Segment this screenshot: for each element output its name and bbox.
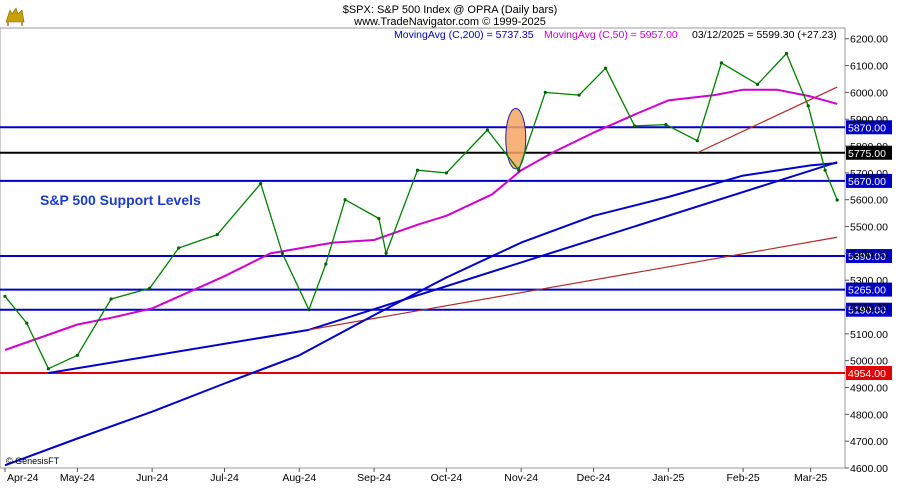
y-tick-label: 5600.00: [850, 195, 888, 207]
close-point: [835, 198, 839, 202]
y-tick-label: 4800.00: [850, 409, 888, 421]
close-point: [604, 66, 608, 70]
highlight-ellipse: [505, 107, 527, 170]
y-tick-label: 5200.00: [850, 302, 888, 314]
close-point: [719, 61, 723, 65]
x-tick-label: Mar-25: [794, 472, 827, 484]
close-point: [46, 367, 51, 371]
x-tick-label: May-24: [60, 472, 95, 484]
y-tick-label: 5100.00: [850, 329, 888, 341]
x-tick-label: Jun-24: [136, 472, 168, 484]
support-label-5775.00: 5775.00: [848, 148, 886, 160]
x-tick-label: Apr-24: [7, 472, 39, 484]
close-point: [109, 297, 113, 301]
chart-subtitle: www.TradeNavigator.com © 1999-2025: [353, 16, 546, 28]
x-tick-label: Oct-24: [431, 472, 463, 484]
x-tick-label: Dec-24: [577, 472, 611, 484]
x-tick-label: Nov-24: [504, 472, 538, 484]
y-tick-label: 5400.00: [850, 248, 888, 260]
close-point: [384, 251, 388, 255]
plot-area: [0, 27, 846, 469]
bull-logo-icon: [5, 7, 25, 26]
close-point: [280, 251, 284, 255]
support-label-5870.00: 5870.00: [848, 122, 886, 134]
support-box-5190.00: [846, 302, 892, 317]
support-label-5390.00: 5390.00: [848, 251, 886, 263]
close-point: [25, 321, 29, 325]
y-tick-label: 5700.00: [850, 168, 888, 180]
y-tick-label: 5900.00: [850, 114, 888, 126]
trend-line-0: [48, 328, 310, 375]
support-label-5190.00: 5190.00: [848, 305, 886, 317]
trend-line-2: [308, 236, 838, 331]
y-tick-label: 6200.00: [850, 34, 888, 46]
y-tick-label: 5800.00: [850, 141, 888, 153]
support-box-5265.00: [846, 282, 892, 297]
close-point: [415, 168, 420, 172]
y-tick-label: 4700.00: [850, 436, 888, 448]
close-point: [695, 139, 699, 143]
support-label-5670.00: 5670.00: [848, 176, 886, 188]
y-tick-label: 5000.00: [850, 356, 888, 368]
support-label-5265.00: 5265.00: [848, 285, 886, 297]
close-point: [3, 294, 7, 298]
support-box-4954.00: [846, 366, 892, 381]
close-point: [215, 232, 219, 237]
close-point: [324, 262, 328, 266]
close-point: [177, 246, 181, 250]
close-point: [784, 51, 789, 56]
close-point: [543, 90, 547, 94]
x-tick-label: Sep-24: [357, 472, 391, 484]
close-point: [517, 168, 521, 172]
close-point: [823, 168, 827, 172]
close-point: [755, 82, 760, 86]
close-point: [485, 128, 490, 132]
support-box-5390.00: [846, 249, 892, 264]
y-tick-label: 5500.00: [850, 222, 888, 234]
support-label-4954.00: 4954.00: [848, 368, 886, 380]
x-tick-label: Jan-25: [652, 472, 684, 484]
close-point: [577, 93, 581, 97]
y-tick-label: 4600.00: [850, 463, 888, 475]
chart-title: $SPX: S&P 500 Index @ OPRA (Daily bars): [343, 4, 558, 16]
close-point: [148, 286, 152, 290]
legend-ma200: MovingAvg (C,200) = 5737.35: [394, 29, 534, 41]
series-line-1: [4, 88, 838, 351]
close-point: [806, 104, 810, 108]
annotation-support-levels: S&P 500 Support Levels: [40, 192, 201, 208]
watermark-text: © GenesisFT: [6, 456, 60, 466]
y-tick-label: 4900.00: [850, 383, 888, 395]
support-box-5870.00: [846, 120, 892, 135]
x-tick-label: Aug-24: [282, 472, 316, 484]
support-box-5775.00: [846, 145, 892, 160]
y-tick-label: 6000.00: [850, 87, 888, 99]
y-tick-label: 5300.00: [850, 275, 888, 287]
close-point: [307, 308, 311, 312]
close-point: [75, 353, 79, 357]
legend-ma50: MovingAvg (C,50) = 5957.00: [544, 29, 678, 41]
close-point: [259, 182, 263, 186]
support-box-5670.00: [846, 173, 892, 188]
close-point: [664, 122, 668, 127]
close-point: [444, 171, 449, 175]
price-label: 03/12/2025 = 5599.30 (+27.23): [692, 29, 837, 41]
close-point: [343, 198, 347, 202]
y-tick-label: 6100.00: [850, 61, 888, 73]
x-tick-label: Feb-25: [726, 472, 759, 484]
trend-line-1: [308, 161, 838, 331]
x-tick-label: Jul-24: [210, 472, 239, 484]
close-point: [632, 124, 637, 128]
close-point: [377, 216, 381, 221]
series-line-0: [4, 162, 838, 467]
